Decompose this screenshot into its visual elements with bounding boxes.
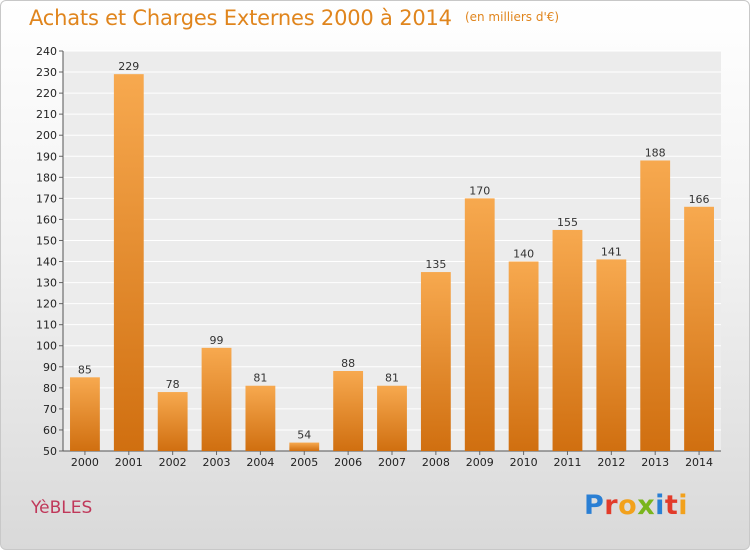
x-tick-label: 2005 [290,456,318,469]
chart-title-main: Achats et Charges Externes 2000 à 2014 [29,6,452,30]
x-tick-label: 2008 [422,456,450,469]
y-tick-label: 170 [36,192,57,205]
x-tick-label: 2012 [597,456,625,469]
data-label: 88 [341,357,355,370]
data-label: 135 [425,258,446,271]
y-tick-label: 130 [36,277,57,290]
data-label: 85 [78,363,92,376]
x-tick-label: 2009 [466,456,494,469]
y-tick-label: 150 [36,234,57,247]
data-label: 81 [385,372,399,385]
chart-subtitle: (en milliers d'€) [464,10,560,24]
x-tick-label: 2001 [115,456,143,469]
bar [289,442,320,451]
y-tick-label: 160 [36,213,57,226]
x-tick-label: 2010 [510,456,538,469]
y-tick-label: 80 [43,382,57,395]
data-label: 155 [557,216,578,229]
x-tick-label: 2002 [159,456,187,469]
y-tick-label: 120 [36,298,57,311]
y-tick-label: 90 [43,361,57,374]
y-tick-label: 100 [36,340,57,353]
y-tick-label: 240 [36,45,57,58]
data-label: 229 [118,60,139,73]
data-label: 99 [210,334,224,347]
y-tick-label: 60 [43,424,57,437]
brand-letter: r [604,490,619,521]
chart-title: Achats et Charges Externes 2000 à 2014 (… [29,6,559,30]
y-tick-label: 220 [36,87,57,100]
x-tick-label: 2006 [334,456,362,469]
bar [420,272,451,451]
y-tick-label: 140 [36,256,57,269]
x-tick-label: 2004 [246,456,274,469]
y-tick-label: 50 [43,445,57,458]
brand-letter: o [618,490,638,521]
x-tick-label: 2000 [71,456,99,469]
bar [333,371,364,451]
bar [377,385,407,451]
bar [245,385,276,451]
bar [508,261,539,451]
commune-name: YèBLES [31,498,93,518]
data-label: 166 [689,193,710,206]
y-tick-label: 230 [36,66,57,79]
x-tick-label: 2011 [553,456,581,469]
bar [113,74,144,451]
bar [596,259,627,451]
y-tick-label: 70 [43,403,57,416]
bar [70,377,100,451]
x-tick-label: 2014 [685,456,713,469]
data-label: 81 [253,372,267,385]
y-tick-label: 210 [36,108,57,121]
brand-letter: t [664,490,679,521]
x-tick-label: 2003 [203,456,231,469]
data-label: 188 [645,146,666,159]
data-label: 170 [469,184,490,197]
data-label: 141 [601,245,622,258]
data-label: 140 [513,248,534,261]
bar [464,198,495,451]
y-tick-label: 110 [36,319,57,332]
brand-logo: Proxiti [584,490,688,521]
bar [552,229,583,451]
data-label: 78 [166,378,180,391]
bar [640,160,671,451]
bar [201,347,232,451]
bar [157,392,188,451]
brand-letter: i [678,490,689,521]
x-tick-label: 2007 [378,456,406,469]
data-label: 54 [297,429,311,442]
y-tick-label: 200 [36,129,57,142]
x-tick-label: 2013 [641,456,669,469]
brand-letter: i [655,490,665,521]
brand-letter: P [584,490,605,521]
brand-letter: x [637,490,656,521]
bar [684,206,714,451]
y-tick-label: 190 [36,150,57,163]
y-tick-label: 180 [36,171,57,184]
